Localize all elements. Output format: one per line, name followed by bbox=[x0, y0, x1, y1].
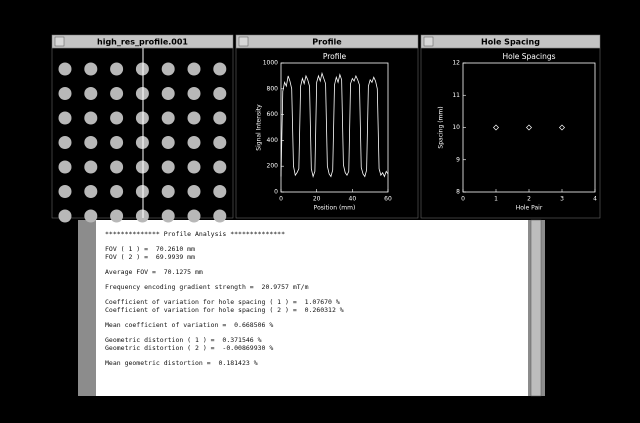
y-tick-label: 9 bbox=[456, 156, 460, 163]
window-title: Hole Spacing bbox=[481, 38, 540, 47]
phantom-hole bbox=[162, 63, 175, 76]
phantom-hole bbox=[188, 185, 201, 198]
y-axis-label: Signal Intensity bbox=[256, 104, 263, 151]
phantom-hole bbox=[162, 87, 175, 100]
phantom-hole bbox=[84, 185, 97, 198]
report-line: Mean geometric distortion = 0.181423 % bbox=[105, 359, 258, 367]
x-tick-label: 40 bbox=[349, 196, 357, 203]
phantom-hole bbox=[59, 210, 72, 223]
x-tick-label: 0 bbox=[279, 196, 283, 203]
phantom-hole bbox=[162, 210, 175, 223]
phantom-hole bbox=[84, 161, 97, 174]
report-line: Geometric distortion ( 2 ) = -0.00869930… bbox=[105, 344, 273, 352]
y-tick-label: 600 bbox=[267, 111, 279, 118]
phantom-hole bbox=[213, 161, 226, 174]
phantom-hole bbox=[136, 210, 149, 223]
phantom-hole bbox=[136, 63, 149, 76]
y-tick-label: 8 bbox=[456, 189, 460, 196]
window-menu-button[interactable] bbox=[55, 37, 64, 46]
report-line: Geometric distortion ( 1 ) = 0.371546 % bbox=[105, 336, 262, 344]
y-axis-label: Spacing (mm) bbox=[438, 106, 445, 148]
chart-title: Profile bbox=[323, 52, 347, 61]
phantom-hole bbox=[110, 112, 123, 125]
report-line: Mean coefficient of variation = 0.668506… bbox=[105, 321, 273, 329]
window-content bbox=[421, 48, 600, 218]
phantom-hole bbox=[162, 136, 175, 149]
phantom-hole bbox=[188, 136, 201, 149]
x-tick-label: 3 bbox=[560, 196, 564, 203]
phantom-hole bbox=[136, 136, 149, 149]
y-tick-label: 1000 bbox=[263, 60, 278, 67]
phantom-hole bbox=[213, 63, 226, 76]
phantom-hole bbox=[188, 87, 201, 100]
scrollbar[interactable] bbox=[531, 220, 541, 396]
x-tick-label: 20 bbox=[313, 196, 321, 203]
x-tick-label: 2 bbox=[527, 196, 531, 203]
x-axis-label: Position (mm) bbox=[314, 205, 356, 212]
y-tick-label: 200 bbox=[267, 163, 279, 170]
phantom-hole bbox=[162, 112, 175, 125]
phantom-hole bbox=[213, 136, 226, 149]
phantom-hole bbox=[188, 210, 201, 223]
phantom-hole bbox=[136, 112, 149, 125]
phantom-hole bbox=[59, 63, 72, 76]
x-axis-label: Hole Pair bbox=[516, 205, 543, 212]
phantom-hole bbox=[59, 161, 72, 174]
phantom-hole bbox=[84, 87, 97, 100]
x-tick-label: 0 bbox=[461, 196, 465, 203]
phantom-hole bbox=[84, 210, 97, 223]
phantom-hole bbox=[59, 112, 72, 125]
phantom-hole bbox=[188, 112, 201, 125]
report-line: Average FOV = 70.1275 mm bbox=[105, 268, 203, 276]
y-tick-label: 800 bbox=[267, 85, 279, 92]
y-tick-label: 10 bbox=[452, 124, 460, 131]
phantom-hole bbox=[162, 161, 175, 174]
phantom-hole bbox=[110, 136, 123, 149]
phantom-hole bbox=[136, 185, 149, 198]
phantom-hole bbox=[110, 185, 123, 198]
window-menu-button[interactable] bbox=[239, 37, 248, 46]
report-line: Coefficient of variation for hole spacin… bbox=[105, 306, 344, 314]
report-line: Coefficient of variation for hole spacin… bbox=[105, 298, 340, 306]
x-tick-label: 1 bbox=[494, 196, 498, 203]
window-title: Profile bbox=[312, 38, 342, 47]
window-title: high_res_profile.001 bbox=[97, 38, 188, 47]
phantom-hole bbox=[110, 87, 123, 100]
phantom-hole bbox=[59, 185, 72, 198]
phantom-hole bbox=[188, 161, 201, 174]
y-tick-label: 11 bbox=[452, 92, 460, 99]
phantom-hole bbox=[162, 185, 175, 198]
phantom-hole bbox=[188, 63, 201, 76]
phantom-hole bbox=[84, 136, 97, 149]
phantom-hole bbox=[110, 161, 123, 174]
phantom-hole bbox=[213, 87, 226, 100]
phantom-hole bbox=[84, 112, 97, 125]
phantom-hole bbox=[110, 63, 123, 76]
phantom-hole bbox=[213, 210, 226, 223]
report-line: FOV ( 2 ) = 69.9939 mm bbox=[105, 253, 195, 261]
phantom-hole bbox=[84, 63, 97, 76]
report-line: FOV ( 1 ) = 70.2610 mm bbox=[105, 245, 195, 253]
x-tick-label: 4 bbox=[593, 196, 597, 203]
y-tick-label: 0 bbox=[274, 189, 278, 196]
phantom-hole bbox=[110, 210, 123, 223]
y-tick-label: 12 bbox=[452, 60, 460, 67]
phantom-hole bbox=[136, 87, 149, 100]
window-menu-button[interactable] bbox=[424, 37, 433, 46]
x-tick-label: 60 bbox=[384, 196, 392, 203]
desktop: high_res_profile.001ProfileProfile020406… bbox=[0, 0, 640, 423]
report-line: Frequency encoding gradient strength = 2… bbox=[105, 283, 309, 291]
phantom-hole bbox=[59, 87, 72, 100]
phantom-hole bbox=[213, 185, 226, 198]
phantom-hole bbox=[136, 161, 149, 174]
phantom-hole bbox=[59, 136, 72, 149]
report-line: ************** Profile Analysis ********… bbox=[105, 230, 285, 238]
chart-title: Hole Spacings bbox=[502, 52, 555, 61]
y-tick-label: 400 bbox=[267, 137, 279, 144]
phantom-hole bbox=[213, 112, 226, 125]
